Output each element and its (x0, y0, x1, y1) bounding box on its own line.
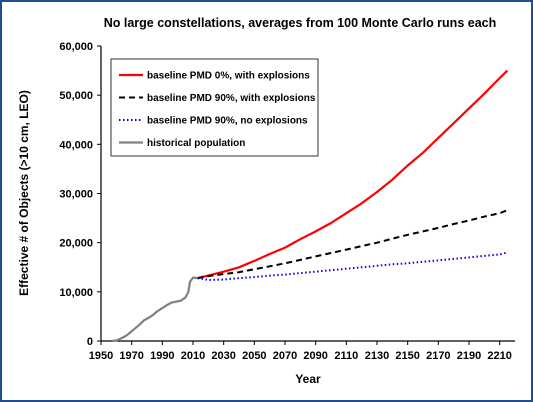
x-tick-label: 2150 (395, 350, 419, 362)
x-tick-label: 2030 (211, 350, 235, 362)
y-tick-label: 10,000 (59, 287, 93, 299)
x-tick-label: 2050 (242, 350, 266, 362)
x-tick-label: 1950 (89, 350, 113, 362)
x-tick-label: 2090 (303, 350, 327, 362)
series-layer (111, 69, 509, 343)
y-tick-label: 60,000 (59, 41, 93, 53)
y-axis-label: Effective # of Objects (>10 cm, LEO) (17, 90, 31, 296)
legend: baseline PMD 0%, with explosions baseline… (110, 58, 319, 157)
x-tick-label: 2190 (457, 350, 481, 362)
x-tick-label: 1970 (119, 350, 143, 362)
series-line-0 (197, 69, 509, 280)
legend-label: historical population (147, 138, 245, 149)
y-tick-label: 0 (87, 336, 93, 348)
x-tick-label: 2210 (487, 350, 511, 362)
y-tick-label: 30,000 (59, 189, 93, 201)
x-tick-label: 2130 (365, 350, 389, 362)
x-tick-label: 2070 (273, 350, 297, 362)
legend-label: baseline PMD 90%, with explosions (147, 93, 316, 104)
x-tick-label: 2170 (426, 350, 450, 362)
chart-title: No large constellations, averages from 1… (104, 16, 497, 30)
series-line-2 (197, 251, 508, 281)
legend-box (110, 58, 319, 157)
x-axis-label: Year (295, 372, 321, 386)
series-line-1 (197, 209, 508, 280)
y-tick-label: 40,000 (59, 139, 93, 151)
x-tick-label: 1990 (150, 350, 174, 362)
x-tick-label: 2110 (334, 350, 358, 362)
x-tick-label: 2010 (181, 350, 205, 362)
legend-label: baseline PMD 90%, no explosions (147, 116, 308, 127)
legend-label: baseline PMD 0%, with explosions (147, 71, 310, 82)
y-tick-label: 50,000 (59, 90, 93, 102)
y-tick-label: 20,000 (59, 238, 93, 250)
y-ticks: 0 10,000 20,000 30,000 40,000 50,000 60,000 (59, 41, 101, 348)
x-ticks: 1950 1970 1990 2010 2030 2050 2070 2090 2110 2130… (89, 341, 512, 362)
series-line-3 (111, 276, 198, 343)
